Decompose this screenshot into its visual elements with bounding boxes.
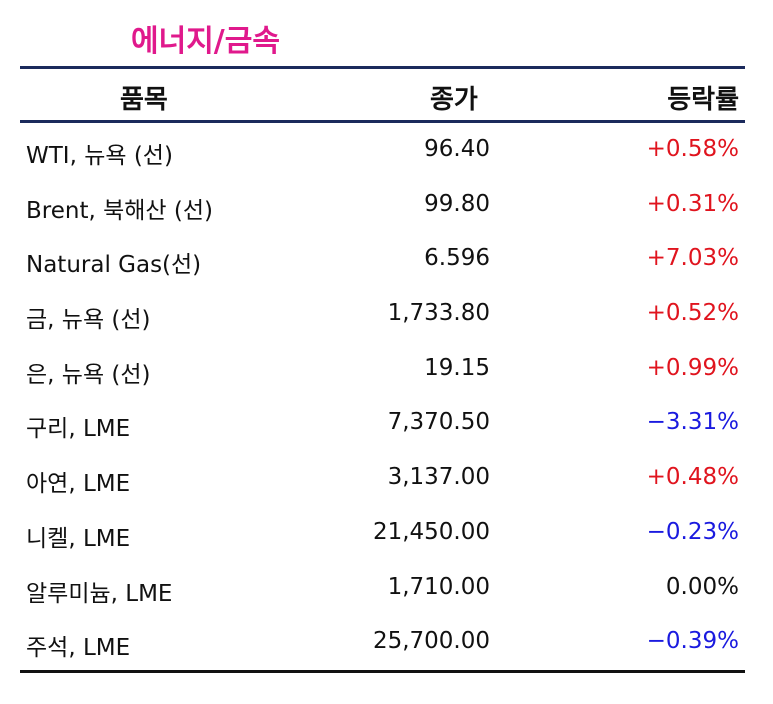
row-item: 아연, LME: [26, 471, 131, 498]
table-body: WTI, 뉴욕 (선) 96.40 +0.58% Brent, 북해산 (선) …: [20, 123, 745, 670]
table-row: 구리, LME 7,370.50 −3.31%: [20, 396, 745, 451]
table-row: 금, 뉴욕 (선) 1,733.80 +0.52%: [20, 287, 745, 342]
row-item: 니켈, LME: [26, 525, 131, 552]
table-header-rule: [20, 120, 745, 123]
table-row: WTI, 뉴욕 (선) 96.40 +0.58%: [20, 123, 745, 178]
row-close: 6.596: [424, 245, 490, 272]
row-item: WTI, 뉴욕 (선): [26, 143, 173, 169]
row-close: 3,137.00: [387, 464, 490, 491]
row-item: 금, 뉴욕 (선): [26, 307, 151, 334]
row-close: 1,733.80: [387, 300, 490, 327]
row-item: 주석, LME: [26, 635, 131, 662]
table-bottom-rule: [20, 670, 745, 673]
row-change: +0.58%: [646, 136, 739, 162]
row-close: 7,370.50: [387, 409, 490, 436]
row-change: +0.99%: [646, 354, 739, 381]
row-change: −0.39%: [646, 628, 739, 655]
table-title: 에너지/금속: [131, 24, 280, 59]
row-item: 은, 뉴욕 (선): [26, 361, 151, 388]
table-row: 알루미늄, LME 1,710.00 0.00%: [20, 561, 745, 616]
row-change: −0.23%: [646, 518, 739, 545]
header-change: 등락률: [667, 85, 739, 115]
table-row: 주석, LME 25,700.00 −0.39%: [20, 615, 745, 670]
table-row: Brent, 북해산 (선) 99.80 +0.31%: [20, 178, 745, 233]
table-row: 은, 뉴욕 (선) 19.15 +0.99%: [20, 342, 745, 397]
table-row: 니켈, LME 21,450.00 −0.23%: [20, 506, 745, 561]
row-close: 1,710.00: [387, 573, 490, 600]
row-close: 99.80: [424, 190, 490, 217]
row-change: 0.00%: [665, 573, 739, 600]
row-item: 구리, LME: [26, 416, 131, 443]
row-item: Brent, 북해산 (선): [26, 197, 213, 224]
row-change: −3.31%: [646, 409, 739, 436]
row-change: +0.52%: [646, 300, 739, 327]
table-row: Natural Gas(선) 6.596 +7.03%: [20, 232, 745, 287]
header-close: 종가: [430, 85, 478, 115]
row-change: +7.03%: [646, 245, 739, 272]
table-row: 아연, LME 3,137.00 +0.48%: [20, 451, 745, 506]
row-item: Natural Gas(선): [26, 252, 202, 279]
row-close: 19.15: [424, 354, 490, 381]
row-change: +0.31%: [646, 190, 739, 217]
row-close: 21,450.00: [372, 518, 490, 545]
row-close: 96.40: [424, 136, 490, 162]
header-item: 품목: [120, 85, 168, 115]
row-change: +0.48%: [646, 464, 739, 491]
table-top-rule: [20, 66, 745, 69]
row-item: 알루미늄, LME: [26, 580, 173, 607]
row-close: 25,700.00: [372, 628, 490, 655]
table-header-row: 품목 종가 등락률: [20, 69, 745, 120]
